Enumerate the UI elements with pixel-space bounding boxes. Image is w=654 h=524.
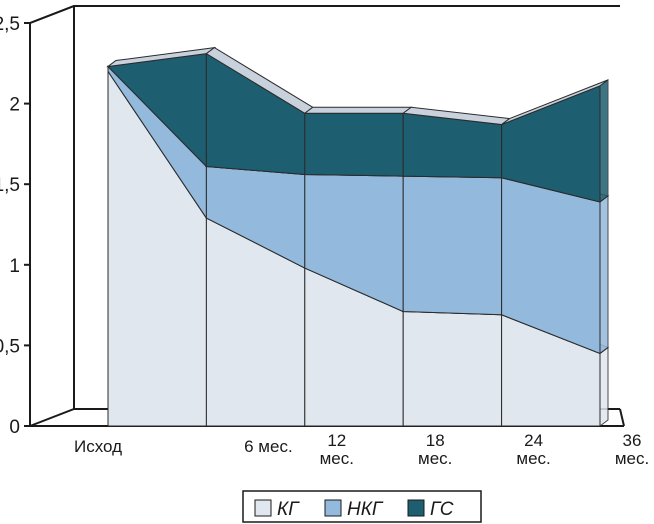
area-top-edge [303, 106, 413, 114]
area-side-НКГ [599, 194, 609, 355]
area-side-ГС [599, 78, 609, 203]
x-tick-label: мес. [320, 449, 354, 468]
area-segment-НКГ [402, 175, 503, 316]
x-tick-label: мес. [418, 449, 452, 468]
legend-swatch [407, 499, 425, 517]
legend-swatch [254, 499, 272, 517]
x-tick-label: 24 [524, 431, 543, 450]
area-segment-ГС [205, 52, 306, 176]
series-areas [106, 46, 610, 427]
frame-wall-edge [29, 5, 75, 24]
x-tick-label: Исход [74, 437, 122, 456]
legend-swatch [324, 499, 342, 517]
x-tick-label: 18 [426, 431, 445, 450]
legend-label: НКГ [347, 499, 384, 520]
x-tick-label: мес. [615, 449, 649, 468]
y-tick-label: 0,5 [0, 336, 20, 357]
y-tick-label: 0 [9, 417, 20, 438]
area-side-КГ [599, 346, 609, 427]
y-tick-label: 1 [9, 256, 20, 277]
y-tick-label: 1,5 [0, 175, 20, 196]
y-tick-label: 2,5 [0, 14, 20, 35]
legend-label: КГ [277, 499, 300, 520]
frame-floor-right [619, 408, 625, 427]
area-segment-КГ [402, 311, 503, 427]
area-segment-ГС [304, 112, 404, 177]
x-tick-label: 36 [623, 431, 642, 450]
y-tick-label: 2 [9, 95, 20, 116]
y-axis: 0 0,5 1 1,5 2 2,5 [0, 14, 30, 438]
x-tick-label: 6 мес. [244, 437, 293, 456]
legend-box [242, 490, 482, 523]
legend-label: ГС [430, 499, 454, 520]
x-tick-label: мес. [516, 449, 550, 468]
legend: КГ НКГ ГС [242, 490, 482, 523]
x-tick-label: 12 [327, 431, 346, 450]
